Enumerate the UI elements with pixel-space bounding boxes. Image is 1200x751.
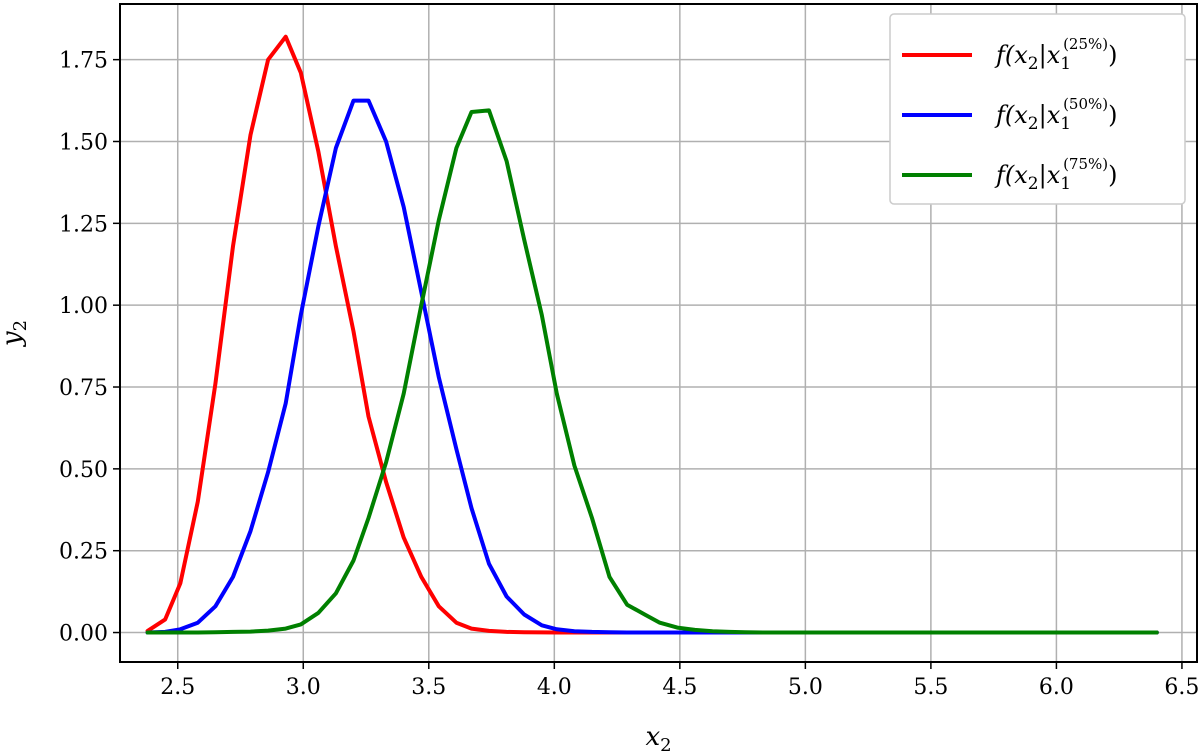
series-line-3 xyxy=(145,108,1159,635)
legend-label: f(x2|x1(50%)) xyxy=(994,95,1117,134)
y-tick-label: 1.25 xyxy=(59,212,108,237)
x-tick-label: 5.5 xyxy=(913,675,948,700)
legend-label: f(x2|x1(75%)) xyxy=(994,155,1117,194)
x-tick-label: 6.5 xyxy=(1164,675,1199,700)
plot-frame xyxy=(119,3,1198,663)
y-tick-label: 1.00 xyxy=(59,294,108,319)
y-tick-label: 0.50 xyxy=(59,458,108,483)
x-tick-label: 3.5 xyxy=(411,675,446,700)
y-tick-label: 0.75 xyxy=(59,376,108,401)
grid xyxy=(120,4,1197,662)
x-tick-label: 6.0 xyxy=(1039,675,1074,700)
x-axis-label: x2 xyxy=(645,722,671,751)
y-tick-label: 1.75 xyxy=(59,49,108,74)
y-tick-label: 1.50 xyxy=(59,130,108,155)
legend-box xyxy=(889,13,1186,205)
x-tick-label: 3.0 xyxy=(286,675,321,700)
y-axis-label: y2 xyxy=(0,320,31,347)
series-lines xyxy=(145,34,1159,635)
axis-ticks: 2.5 3.0 3.5 4.0 4.5 5.0 5.5 6.0 6.5 0.00 0.25 0.50 0… xyxy=(59,49,1199,700)
x-tick-label: 2.5 xyxy=(160,675,195,700)
legend-entries: f(x2|x1(25%)) f(x2|x1(50%)) f(x2|x1(75%)) xyxy=(902,35,1117,194)
legend: f(x2|x1(25%)) f(x2|x1(50%)) f(x2|x1(75%)) xyxy=(889,13,1186,205)
x-tick-label: 5.0 xyxy=(788,675,823,700)
legend-label: f(x2|x1(25%)) xyxy=(994,35,1117,74)
x-tick-label: 4.5 xyxy=(662,675,697,700)
y-tick-label: 0.25 xyxy=(59,540,108,565)
y-tick-label: 0.00 xyxy=(59,622,108,647)
x-tick-label: 4.0 xyxy=(537,675,572,700)
